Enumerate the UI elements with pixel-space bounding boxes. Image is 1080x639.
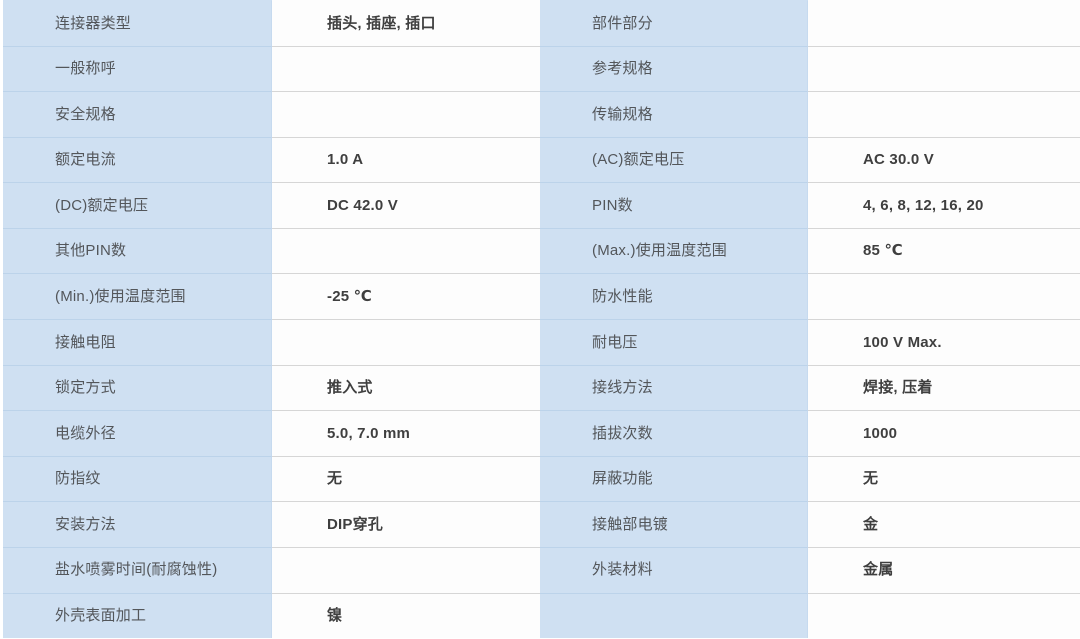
table-row: 防指纹无屏蔽功能无 (3, 455, 1080, 502)
row-value-left: 5.0, 7.0 mm (272, 410, 540, 456)
row-label-left: 防指纹 (3, 455, 272, 502)
row-value-left: DC 42.0 V (272, 182, 540, 228)
row-label-left: 额定电流 (3, 136, 272, 183)
row-value-right: 100 V Max. (808, 319, 1080, 365)
table-row: 盐水喷雾时间(耐腐蚀性) 外装材料 金属 (3, 546, 1080, 593)
row-label-left: 一般称呼 (3, 45, 272, 92)
table-row: 外壳表面加工镍 (3, 592, 1080, 639)
row-value-left (272, 45, 540, 92)
row-label-right: (AC)额定电压 (540, 136, 808, 183)
row-value-left: 无 (272, 455, 540, 502)
row-label-left: 锁定方式 (3, 364, 272, 411)
row-value-right (808, 592, 1080, 639)
row-label-right: 外装材料 (540, 546, 808, 593)
row-value-right: 无 (808, 455, 1080, 502)
row-label-right: 防水性能 (540, 273, 808, 320)
row-value-left: 推入式 (272, 364, 540, 411)
row-label-left: 电缆外径 (3, 410, 272, 456)
table-row: (DC)额定电压 DC 42.0 V PIN数 4, 6, 8, 12, 16, 20 (3, 182, 1080, 228)
table-row: 接触电阻 耐电压 100 V Max. (3, 319, 1080, 365)
row-label-left: (Min.)使用温度范围 (3, 273, 272, 320)
table-row: (Min.)使用温度范围 -25 ℃ 防水性能 (3, 273, 1080, 320)
row-label-left: 外壳表面加工 (3, 592, 272, 639)
row-label-right: 耐电压 (540, 319, 808, 365)
row-label-right: 传输规格 (540, 91, 808, 137)
row-value-right (808, 45, 1080, 92)
row-value-right: 焊接, 压着 (808, 364, 1080, 411)
row-value-right (808, 273, 1080, 320)
table-row: 安装方法 DIP穿孔 接触部电镀金 (3, 501, 1080, 547)
table-row: 额定电流 1.0 A (AC)额定电压 AC 30.0 V (3, 136, 1080, 183)
row-value-left: 镍 (272, 592, 540, 639)
row-label-right (540, 592, 808, 639)
row-label-right: (Max.)使用温度范围 (540, 227, 808, 274)
row-label-right: 接线方法 (540, 364, 808, 411)
table-row: 连接器类型 插头, 插座, 插口 部件部分 (3, 0, 1080, 46)
row-value-right (808, 91, 1080, 137)
row-label-left: 盐水喷雾时间(耐腐蚀性) (3, 546, 272, 593)
row-value-right: 1000 (808, 410, 1080, 456)
row-value-left (272, 546, 540, 593)
row-label-right: 接触部电镀 (540, 501, 808, 547)
row-value-right: 金属 (808, 546, 1080, 593)
row-value-left: -25 ℃ (272, 273, 540, 320)
row-label-right: PIN数 (540, 182, 808, 228)
row-label-right: 部件部分 (540, 0, 808, 46)
table-row: 其他PIN数 (Max.)使用温度范围 85 ℃ (3, 227, 1080, 274)
row-value-left: DIP穿孔 (272, 501, 540, 547)
row-value-right: 金 (808, 501, 1080, 547)
row-value-left: 插头, 插座, 插口 (272, 0, 540, 46)
row-value-right (808, 0, 1080, 46)
table-row: 安全规格 传输规格 (3, 91, 1080, 137)
row-value-right: AC 30.0 V (808, 136, 1080, 183)
row-value-left: 1.0 A (272, 136, 540, 183)
row-value-left (272, 227, 540, 274)
row-label-left: 其他PIN数 (3, 227, 272, 274)
row-label-left: 接触电阻 (3, 319, 272, 365)
row-label-right: 屏蔽功能 (540, 455, 808, 502)
row-value-left (272, 319, 540, 365)
row-label-right: 插拔次数 (540, 410, 808, 456)
row-label-left: 安全规格 (3, 91, 272, 137)
row-value-left (272, 91, 540, 137)
table-row: 电缆外径 5.0, 7.0 mm 插拔次数 1000 (3, 410, 1080, 456)
table-row: 锁定方式 推入式 接线方法 焊接, 压着 (3, 364, 1080, 411)
table-row: 一般称呼 参考规格 (3, 45, 1080, 92)
row-value-right: 85 ℃ (808, 227, 1080, 274)
row-label-left: (DC)额定电压 (3, 182, 272, 228)
row-value-right: 4, 6, 8, 12, 16, 20 (808, 182, 1080, 228)
row-label-right: 参考规格 (540, 45, 808, 92)
row-label-left: 安装方法 (3, 501, 272, 547)
row-label-left: 连接器类型 (3, 0, 272, 46)
